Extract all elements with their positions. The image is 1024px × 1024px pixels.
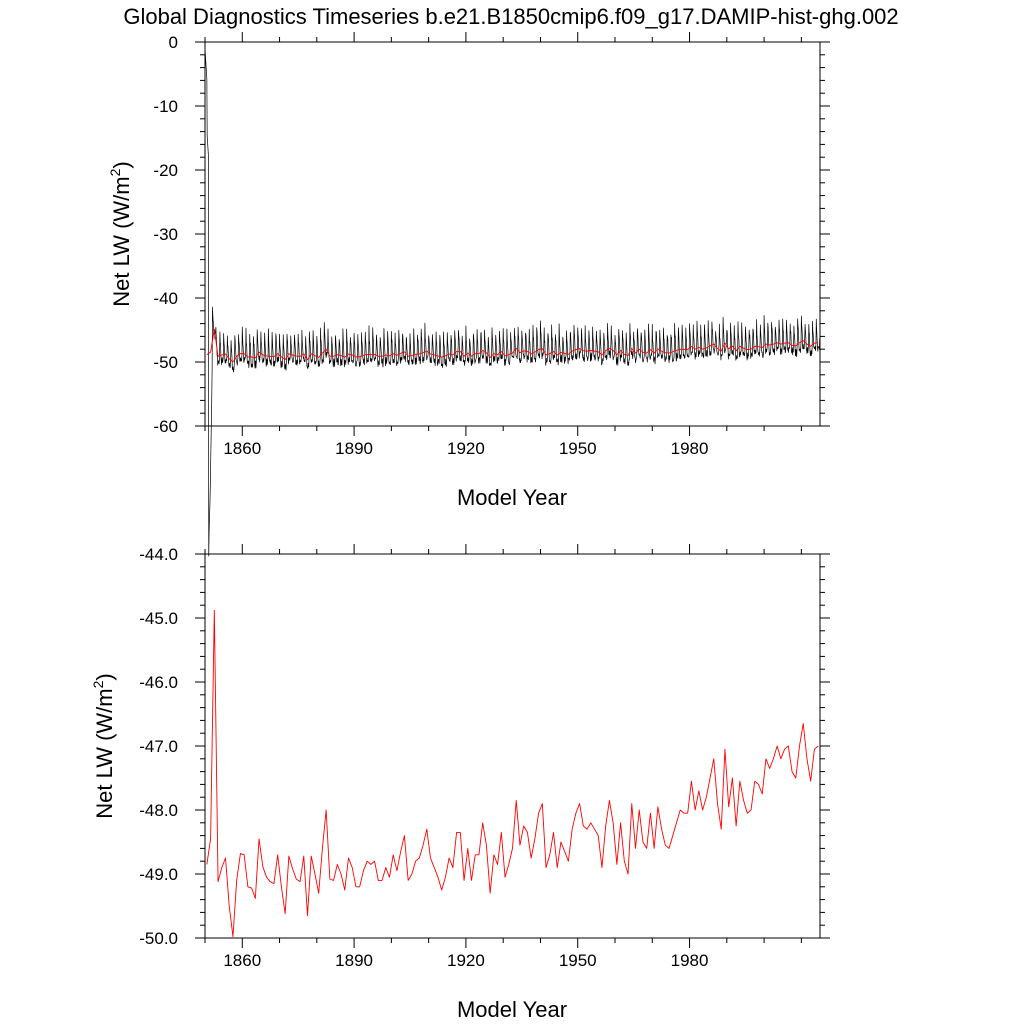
top-y-tick-label: -30 bbox=[153, 225, 178, 244]
bottom-annual-series bbox=[206, 609, 819, 938]
bottom-y-tick-label: -48.0 bbox=[139, 801, 178, 820]
figure-title: Global Diagnostics Timeseries b.e21.B185… bbox=[123, 4, 898, 29]
top-y-tick-label: -60 bbox=[153, 417, 178, 436]
bottom-x-axis-title: Model Year bbox=[457, 997, 567, 1022]
top-y-tick-label: -20 bbox=[153, 161, 178, 180]
top-y-tick-label: -40 bbox=[153, 289, 178, 308]
bottom-x-tick-label: 1980 bbox=[671, 951, 709, 970]
bottom-x-tick-label: 1950 bbox=[559, 951, 597, 970]
bottom-y-tick-label: -44.0 bbox=[139, 545, 178, 564]
top-annual-line bbox=[206, 328, 819, 363]
bottom-annual-line bbox=[206, 609, 819, 938]
top-x-axis-title: Model Year bbox=[457, 485, 567, 510]
top-ticks: 1860 1890 1920 1950 1980 0 -10 -20 -30 -40 -50 -60 bbox=[153, 32, 830, 458]
bottom-panel: 1860 1890 1920 1950 1980 -44.0 -45.0 -46.0 -47.0… bbox=[90, 544, 830, 1022]
bottom-y-tick-label: -45.0 bbox=[139, 609, 178, 628]
bottom-y-tick-label: -47.0 bbox=[139, 737, 178, 756]
top-x-tick-label: 1950 bbox=[559, 439, 597, 458]
top-panel: 1860 1890 1920 1950 19800-10-20-30-40-50-60 … bbox=[107, 32, 830, 557]
top-annual-series bbox=[206, 328, 819, 363]
top-y-tick-label: -10 bbox=[153, 97, 178, 116]
top-y-axis-title: Net LW (W/m2) bbox=[107, 161, 134, 306]
top-monthly-series bbox=[204, 48, 821, 557]
bottom-ticks: 1860 1890 1920 1950 1980 -44.0 -45.0 -46.0 -47.0… bbox=[139, 544, 830, 970]
bottom-x-tick-label: 1920 bbox=[447, 951, 485, 970]
top-y-tick-label: 0 bbox=[169, 33, 178, 52]
bottom-y-tick-label: -50.0 bbox=[139, 929, 178, 948]
top-y-tick-label: -50 bbox=[153, 353, 178, 372]
bottom-y-axis-title: Net LW (W/m2) bbox=[90, 673, 117, 818]
top-monthly-line bbox=[204, 48, 821, 557]
top-x-tick-label: 1980 bbox=[671, 439, 709, 458]
bottom-x-tick-label: 1860 bbox=[223, 951, 261, 970]
top-x-tick-label: 1890 bbox=[335, 439, 373, 458]
bottom-x-tick-label: 1890 bbox=[335, 951, 373, 970]
bottom-y-tick-label: -46.0 bbox=[139, 673, 178, 692]
top-x-tick-label: 1860 bbox=[223, 439, 261, 458]
bottom-y-tick-label: -49.0 bbox=[139, 865, 178, 884]
top-x-tick-label: 1920 bbox=[447, 439, 485, 458]
